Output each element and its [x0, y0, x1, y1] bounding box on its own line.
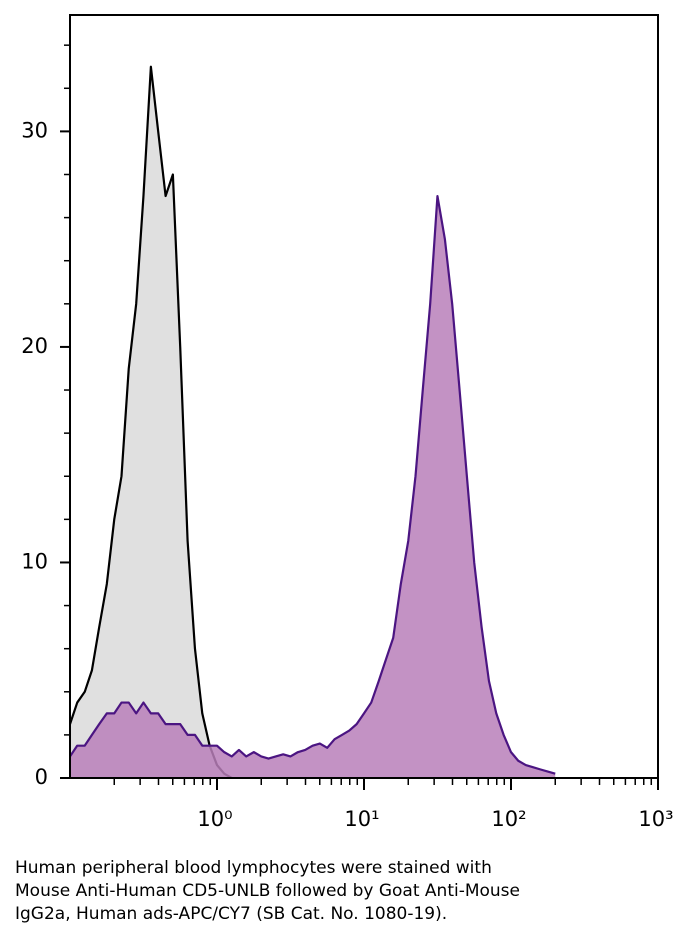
x-tick-label: 10⁰	[197, 807, 232, 831]
x-tick-label: 10²	[491, 807, 526, 831]
y-tick-label: 0	[35, 765, 48, 789]
y-tick-label: 30	[21, 118, 48, 142]
y-tick-label: 10	[21, 549, 48, 573]
caption-line: IgG2a, Human ads-APC/CY7 (SB Cat. No. 10…	[15, 904, 447, 924]
x-tick-label: 10³	[638, 807, 673, 831]
histogram-line	[68, 65, 233, 779]
histogram-line	[69, 194, 556, 775]
histogram-area	[70, 66, 232, 778]
x-tick-label: 10¹	[344, 807, 379, 831]
y-tick-label: 20	[21, 334, 48, 358]
caption-line: Mouse Anti-Human CD5-UNLB followed by Go…	[15, 881, 520, 901]
caption-line: Human peripheral blood lymphocytes were …	[15, 858, 492, 878]
histogram-area	[70, 196, 556, 778]
